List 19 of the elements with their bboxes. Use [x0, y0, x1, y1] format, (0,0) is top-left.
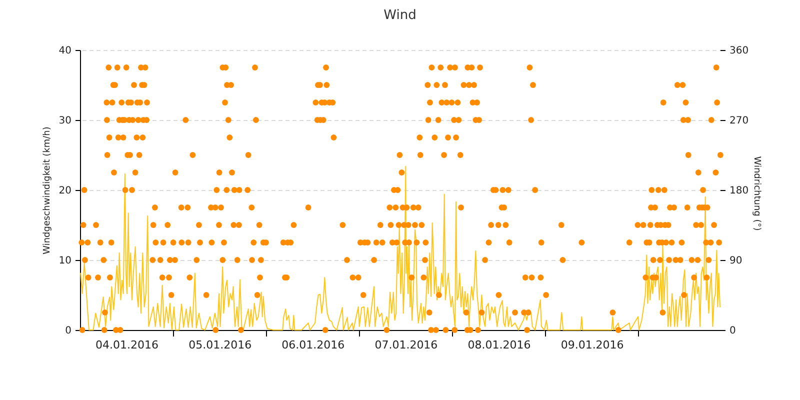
y2-tick-label: 0 — [730, 326, 736, 336]
x-tick-label: 06.01.2016 — [282, 338, 345, 352]
x-tick-label: 05.01.2016 — [188, 338, 252, 352]
y2-tick-label: 360 — [730, 46, 749, 56]
y2-tick-label: 180 — [730, 186, 749, 196]
x-tick-label: 09.01.2016 — [560, 338, 624, 352]
x-tick-label: 07.01.2016 — [374, 338, 438, 352]
y-tick-label: 30 — [58, 116, 72, 126]
y2-tick-label: 90 — [730, 256, 742, 266]
x-tick-label: 04.01.2016 — [96, 338, 158, 352]
y-tick-label: 40 — [58, 46, 72, 56]
y-axis-title: Windgeschwindigkeit (km/h) — [42, 126, 52, 254]
x-tick-label: 08.01.2016 — [468, 338, 531, 352]
y-tick-label: 10 — [58, 256, 72, 266]
y-tick-label: 20 — [58, 186, 72, 196]
y2-tick-label: 270 — [730, 116, 749, 126]
chart-title: Wind — [384, 8, 416, 23]
y2-axis-title: Windrichtung (°) — [752, 156, 762, 231]
y-tick-label: 0 — [65, 326, 72, 336]
